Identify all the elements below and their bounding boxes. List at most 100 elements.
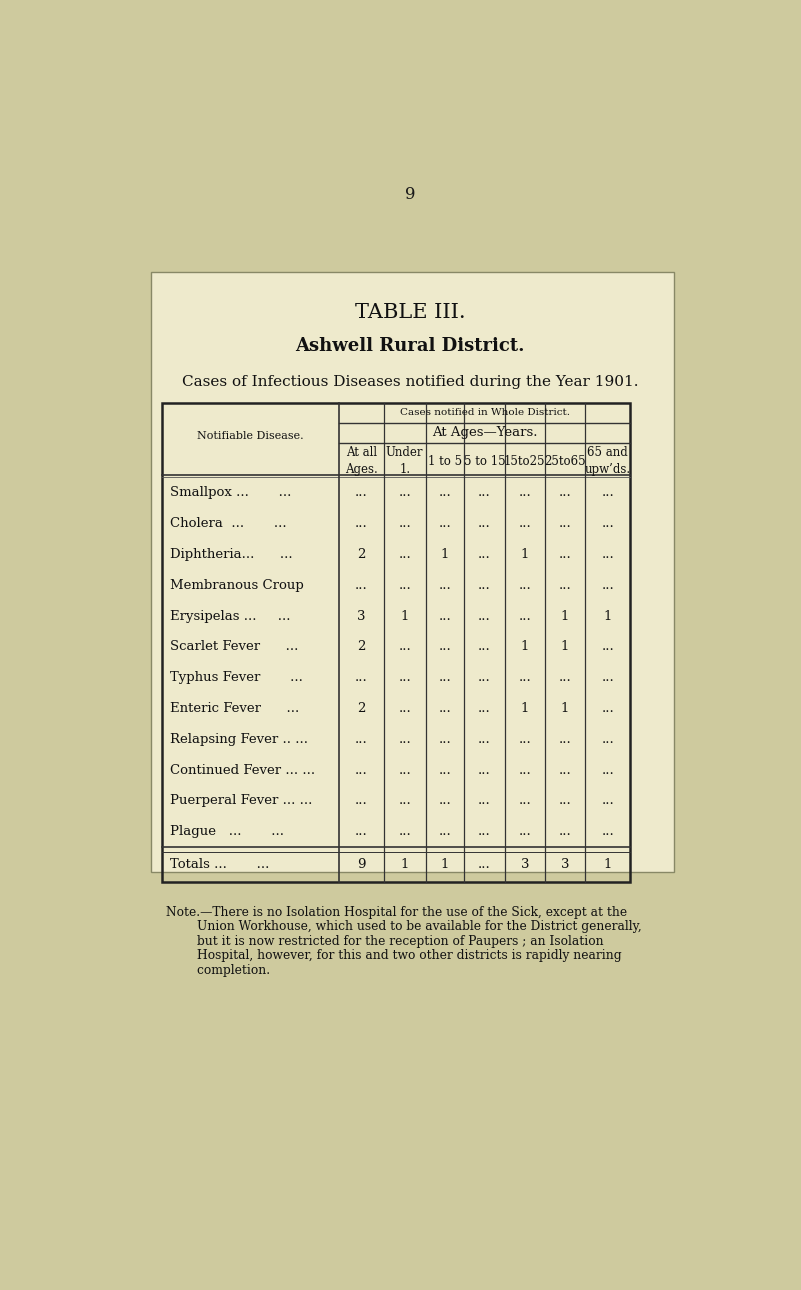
- Text: Scarlet Fever      ...: Scarlet Fever ...: [170, 640, 298, 653]
- Text: ...: ...: [398, 733, 411, 746]
- Text: but it is now restricted for the reception of Paupers ; an Isolation: but it is now restricted for the recepti…: [166, 935, 604, 948]
- Text: At all
Ages.: At all Ages.: [345, 446, 378, 476]
- Text: ...: ...: [478, 826, 491, 838]
- Text: 1: 1: [400, 858, 409, 871]
- Text: ...: ...: [398, 764, 411, 777]
- Text: ...: ...: [355, 517, 368, 530]
- Text: ...: ...: [602, 795, 614, 808]
- Text: ...: ...: [478, 548, 491, 561]
- Text: TABLE III.: TABLE III.: [355, 303, 465, 322]
- Text: Relapsing Fever .. ...: Relapsing Fever .. ...: [170, 733, 308, 746]
- Text: Erysipelas ...     ...: Erysipelas ... ...: [170, 610, 291, 623]
- Text: ...: ...: [478, 858, 491, 871]
- Text: ...: ...: [398, 579, 411, 592]
- Text: Membranous Croup: Membranous Croup: [170, 579, 304, 592]
- Text: ...: ...: [518, 671, 531, 684]
- Text: ...: ...: [355, 671, 368, 684]
- Text: ...: ...: [355, 764, 368, 777]
- Text: ...: ...: [559, 764, 571, 777]
- Text: ...: ...: [518, 610, 531, 623]
- Text: ...: ...: [602, 486, 614, 499]
- Text: Totals ...       ...: Totals ... ...: [170, 858, 269, 871]
- Text: ...: ...: [439, 517, 452, 530]
- Text: 5 to 15: 5 to 15: [464, 455, 505, 468]
- Text: ...: ...: [439, 486, 452, 499]
- Text: 1: 1: [521, 548, 529, 561]
- Text: Hospital, however, for this and two other districts is rapidly nearing: Hospital, however, for this and two othe…: [166, 949, 622, 962]
- Text: ...: ...: [439, 640, 452, 653]
- Text: ...: ...: [602, 579, 614, 592]
- Text: ...: ...: [602, 548, 614, 561]
- Text: Continued Fever ... ...: Continued Fever ... ...: [170, 764, 315, 777]
- Text: ...: ...: [355, 486, 368, 499]
- Text: ...: ...: [559, 579, 571, 592]
- Text: ...: ...: [602, 764, 614, 777]
- Text: ...: ...: [518, 486, 531, 499]
- Text: 65 and
upw’ds.: 65 and upw’ds.: [585, 446, 631, 476]
- Text: ...: ...: [439, 826, 452, 838]
- Text: ...: ...: [355, 826, 368, 838]
- Text: ...: ...: [559, 826, 571, 838]
- Text: ...: ...: [478, 764, 491, 777]
- Text: ...: ...: [518, 826, 531, 838]
- Text: Ashwell Rural District.: Ashwell Rural District.: [296, 337, 525, 355]
- Text: ...: ...: [478, 486, 491, 499]
- Text: 2: 2: [357, 548, 365, 561]
- Text: ...: ...: [439, 671, 452, 684]
- Text: 1: 1: [521, 702, 529, 715]
- Text: Smallpox ...       ...: Smallpox ... ...: [170, 486, 292, 499]
- Text: ...: ...: [478, 702, 491, 715]
- Text: 9: 9: [405, 186, 416, 204]
- Text: 1: 1: [604, 858, 612, 871]
- Text: ...: ...: [398, 826, 411, 838]
- Text: ...: ...: [439, 610, 452, 623]
- Text: ...: ...: [355, 579, 368, 592]
- Text: 1: 1: [441, 858, 449, 871]
- Text: ...: ...: [559, 671, 571, 684]
- Text: 15to25: 15to25: [504, 455, 545, 468]
- Text: ...: ...: [602, 640, 614, 653]
- Text: Diphtheria...      ...: Diphtheria... ...: [170, 548, 292, 561]
- Text: ...: ...: [478, 579, 491, 592]
- Text: ...: ...: [518, 517, 531, 530]
- Text: 9: 9: [357, 858, 365, 871]
- Text: ...: ...: [602, 702, 614, 715]
- Text: ...: ...: [602, 826, 614, 838]
- Text: ...: ...: [602, 733, 614, 746]
- Text: ...: ...: [355, 795, 368, 808]
- Text: ...: ...: [559, 733, 571, 746]
- Text: ...: ...: [398, 640, 411, 653]
- Text: Cholera  ...       ...: Cholera ... ...: [170, 517, 287, 530]
- Text: 25to65: 25to65: [545, 455, 586, 468]
- Text: ...: ...: [355, 733, 368, 746]
- Text: 1: 1: [561, 702, 570, 715]
- Text: ...: ...: [602, 671, 614, 684]
- Text: ...: ...: [398, 671, 411, 684]
- Text: 1: 1: [561, 610, 570, 623]
- Text: Typhus Fever       ...: Typhus Fever ...: [170, 671, 303, 684]
- Text: ...: ...: [478, 733, 491, 746]
- Text: ...: ...: [439, 795, 452, 808]
- Text: ...: ...: [478, 671, 491, 684]
- Text: 2: 2: [357, 702, 365, 715]
- Text: ...: ...: [518, 733, 531, 746]
- Text: 2: 2: [357, 640, 365, 653]
- Text: Notifiable Disease.: Notifiable Disease.: [197, 431, 304, 441]
- Text: ...: ...: [518, 579, 531, 592]
- Text: ...: ...: [398, 486, 411, 499]
- Text: 3: 3: [561, 858, 570, 871]
- Text: 3: 3: [357, 610, 365, 623]
- Text: ...: ...: [478, 610, 491, 623]
- Text: 1: 1: [561, 640, 570, 653]
- Text: ...: ...: [559, 548, 571, 561]
- Text: ...: ...: [478, 640, 491, 653]
- Text: ...: ...: [518, 795, 531, 808]
- Text: Union Workhouse, which used to be available for the District generally,: Union Workhouse, which used to be availa…: [166, 920, 642, 933]
- Text: Cases notified in Whole District.: Cases notified in Whole District.: [400, 408, 570, 417]
- Text: Puerperal Fever ... ...: Puerperal Fever ... ...: [170, 795, 312, 808]
- Text: ...: ...: [478, 517, 491, 530]
- Text: completion.: completion.: [166, 964, 270, 977]
- Text: ...: ...: [398, 795, 411, 808]
- Text: ...: ...: [439, 702, 452, 715]
- Text: Enteric Fever      ...: Enteric Fever ...: [170, 702, 299, 715]
